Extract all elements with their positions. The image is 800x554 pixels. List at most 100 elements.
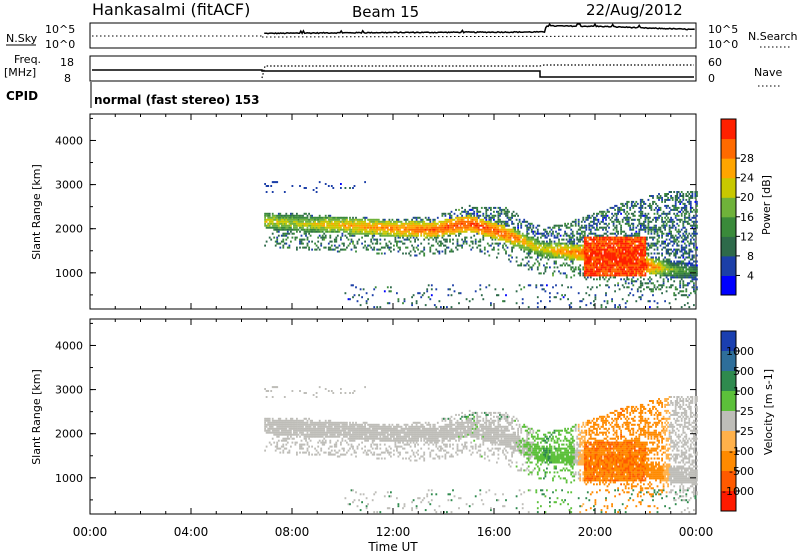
power-cell <box>641 282 644 285</box>
power-cell <box>368 232 371 235</box>
power-cell <box>333 220 336 223</box>
power-cell <box>688 274 691 277</box>
power-cell <box>379 222 382 225</box>
power-cell <box>444 218 447 221</box>
power-cell <box>456 216 459 219</box>
power-cell <box>503 234 506 237</box>
power-cell <box>509 242 512 245</box>
power-cell <box>415 254 418 257</box>
power-cell <box>599 274 601 277</box>
power-cell <box>282 220 285 223</box>
velocity-cell <box>273 429 276 432</box>
power-cell <box>524 246 527 249</box>
power-cell <box>496 256 498 259</box>
power-cell <box>674 202 677 205</box>
power-cell <box>552 274 554 277</box>
power-cell <box>511 230 513 233</box>
power-cell <box>358 218 360 221</box>
power-cell <box>683 238 686 241</box>
velocity-cell <box>280 433 283 436</box>
power-cell <box>649 262 651 265</box>
power-cell <box>546 266 548 269</box>
power-cell <box>523 286 526 289</box>
power-cell <box>608 236 610 239</box>
power-cell <box>470 218 473 221</box>
power-cell <box>555 236 557 239</box>
power-cell <box>409 232 412 235</box>
power-cell <box>588 260 591 263</box>
power-cell <box>629 228 632 231</box>
power-cell <box>382 220 385 223</box>
power-cell <box>411 220 413 223</box>
power-cell <box>353 230 356 233</box>
power-cell <box>677 292 680 295</box>
power-cell <box>553 224 556 227</box>
power-cell <box>379 220 382 223</box>
power-cell <box>674 238 677 241</box>
power-cell <box>303 232 306 235</box>
power-cell <box>405 230 407 233</box>
power-cell <box>341 232 344 235</box>
power-cell <box>688 222 691 225</box>
power-cell <box>280 226 283 229</box>
power-cell <box>365 248 368 251</box>
power-cell <box>696 226 698 229</box>
power-cell <box>443 212 445 215</box>
power-cell <box>296 212 298 215</box>
power-cell <box>594 228 597 231</box>
power-cell <box>647 232 650 235</box>
power-cell <box>508 232 510 235</box>
power-cell <box>533 246 536 249</box>
power-cell <box>591 250 594 253</box>
power-cell <box>536 224 539 227</box>
power-cell <box>626 258 629 261</box>
power-cell <box>397 218 400 221</box>
power-cell <box>277 228 280 231</box>
power-cell <box>430 230 433 233</box>
power-cell <box>338 222 341 225</box>
power-cell <box>318 218 321 221</box>
power-cell <box>680 191 683 193</box>
power-cell <box>688 268 691 271</box>
power-cell <box>638 218 641 221</box>
power-cell <box>670 262 672 265</box>
power-cell <box>299 240 301 243</box>
power-cell <box>420 230 423 233</box>
power-cell <box>515 260 518 263</box>
power-cell <box>621 274 624 277</box>
power-cell <box>691 220 694 223</box>
power-cell <box>367 218 369 221</box>
power-cell <box>364 224 366 227</box>
power-cell <box>683 272 686 275</box>
power-cell <box>567 248 569 251</box>
power-cell <box>394 222 397 225</box>
power-cell <box>594 254 597 257</box>
power-cell <box>567 256 569 259</box>
power-cell <box>549 230 551 233</box>
power-cell <box>602 266 604 269</box>
velocity-cell <box>288 427 291 430</box>
power-cell <box>388 290 391 293</box>
power-cell <box>629 208 632 211</box>
power-cell <box>674 214 677 217</box>
power-cell <box>644 244 647 247</box>
power-cell <box>583 270 586 273</box>
power-cell <box>523 264 526 267</box>
power-cell <box>321 224 324 227</box>
power-cell <box>667 198 669 201</box>
power-cell <box>479 218 482 221</box>
power-cell <box>349 230 351 233</box>
power-cell <box>596 256 598 259</box>
power-cell <box>464 236 466 239</box>
velocity-cell <box>283 433 286 436</box>
power-cell <box>399 248 401 251</box>
power-cell <box>558 224 560 227</box>
power-cell <box>676 214 679 217</box>
power-cell <box>553 248 556 251</box>
power-cell <box>643 266 645 269</box>
power-cell <box>644 224 647 227</box>
power-cell <box>549 226 551 229</box>
power-cell <box>638 264 641 267</box>
power-cell <box>564 248 566 251</box>
velocity-cell <box>268 429 271 432</box>
